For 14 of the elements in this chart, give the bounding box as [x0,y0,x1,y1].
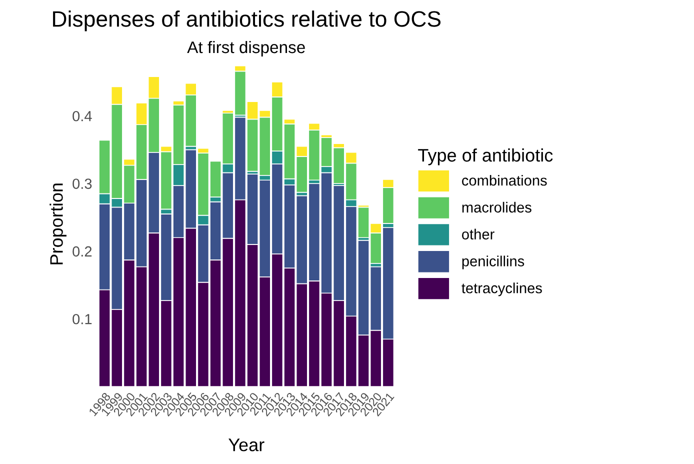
y-tick-label: 0.2 [72,246,92,257]
chart-title: Dispenses of antibiotics relative to OCS [53,10,441,32]
y-axis-title: Proportion [50,184,66,264]
legend-title: Type of antibiotic [418,148,553,166]
y-tick-label: 0.4 [72,110,92,122]
x-axis-title: Year [228,438,264,452]
legend-label: tetracyclines [462,282,542,296]
legend-label: macrolides [462,202,532,213]
y-tick-label: 0.3 [72,178,92,189]
legend-label: other [462,228,494,240]
legend-label: combinations [462,174,547,186]
y-tick-label: 0.1 [72,314,92,324]
chart-subtitle: At first dispense [187,40,305,56]
legend-label: penicillins [462,256,524,270]
